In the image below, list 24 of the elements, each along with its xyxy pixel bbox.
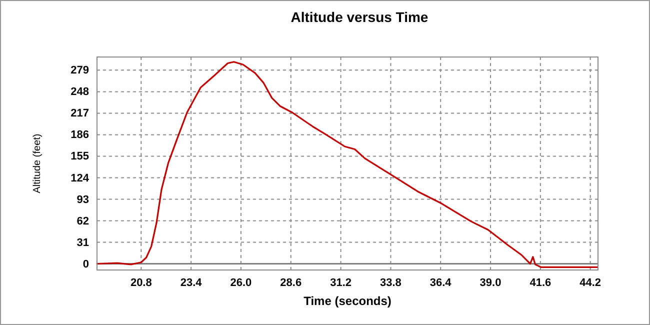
y-tick-label: 124 xyxy=(70,172,90,184)
y-axis-title: Altitude (feet) xyxy=(32,134,43,194)
x-tick-label: 44.2 xyxy=(580,276,602,289)
y-tick-label: 186 xyxy=(70,129,89,142)
x-tick-label: 41.6 xyxy=(530,276,552,289)
y-tick-label: 217 xyxy=(70,108,89,120)
x-tick-label: 33.8 xyxy=(380,276,402,289)
x-tick-label: 39.0 xyxy=(480,276,502,289)
y-tick-label: 31 xyxy=(76,236,89,249)
line-series xyxy=(96,61,598,268)
x-tick-label: 26.0 xyxy=(230,276,252,289)
x-tick-label: 36.4 xyxy=(430,276,452,289)
y-tick-label: 93 xyxy=(76,194,89,206)
x-tick-label: 28.6 xyxy=(280,276,302,289)
y-tick-label: 0 xyxy=(82,258,89,270)
chart-title: Altitude versus Time xyxy=(290,9,428,25)
x-tick-label: 20.8 xyxy=(130,276,152,289)
y-tick-label: 248 xyxy=(70,86,89,98)
x-axis-title: Time (seconds) xyxy=(304,294,392,308)
y-tick-label: 155 xyxy=(70,150,89,163)
x-tick-label: 23.4 xyxy=(180,276,203,289)
x-tick-label: 31.2 xyxy=(330,276,352,289)
y-tick-label: 62 xyxy=(76,215,89,228)
y-tick-label: 279 xyxy=(70,64,89,77)
